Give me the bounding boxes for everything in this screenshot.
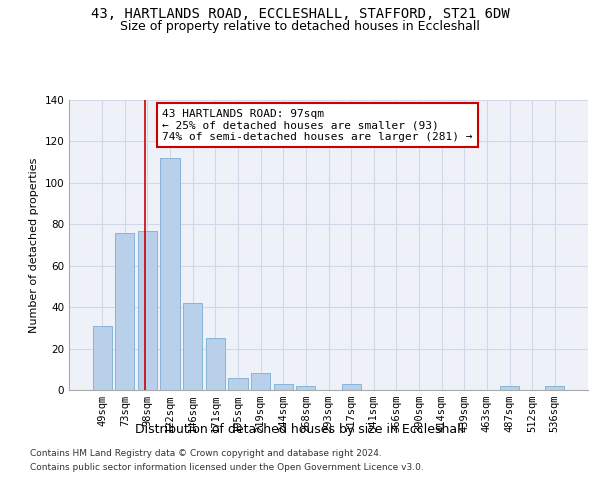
Bar xyxy=(500,386,519,390)
Bar xyxy=(274,384,293,390)
Text: 43 HARTLANDS ROAD: 97sqm
← 25% of detached houses are smaller (93)
74% of semi-d: 43 HARTLANDS ROAD: 97sqm ← 25% of detach… xyxy=(163,108,473,142)
Bar xyxy=(138,230,157,390)
Bar xyxy=(206,338,225,390)
Bar xyxy=(160,158,180,390)
Text: Contains HM Land Registry data © Crown copyright and database right 2024.: Contains HM Land Registry data © Crown c… xyxy=(30,448,382,458)
Bar xyxy=(341,384,361,390)
Bar xyxy=(115,232,134,390)
Y-axis label: Number of detached properties: Number of detached properties xyxy=(29,158,39,332)
Bar xyxy=(183,303,202,390)
Bar xyxy=(296,386,316,390)
Bar xyxy=(92,326,112,390)
Text: Distribution of detached houses by size in Eccleshall: Distribution of detached houses by size … xyxy=(136,422,464,436)
Bar xyxy=(545,386,565,390)
Bar xyxy=(229,378,248,390)
Bar xyxy=(251,374,270,390)
Text: Contains public sector information licensed under the Open Government Licence v3: Contains public sector information licen… xyxy=(30,464,424,472)
Text: 43, HARTLANDS ROAD, ECCLESHALL, STAFFORD, ST21 6DW: 43, HARTLANDS ROAD, ECCLESHALL, STAFFORD… xyxy=(91,8,509,22)
Text: Size of property relative to detached houses in Eccleshall: Size of property relative to detached ho… xyxy=(120,20,480,33)
